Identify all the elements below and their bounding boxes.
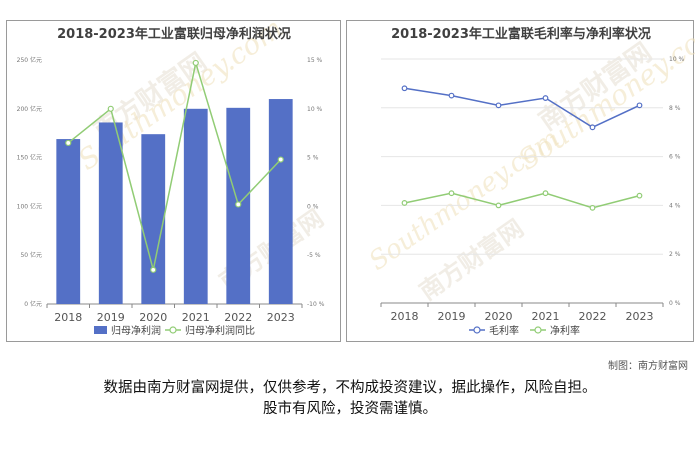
x-tick-label: 2019 bbox=[97, 311, 125, 324]
legend-swatch-marker-0 bbox=[473, 326, 481, 334]
legend-swatch-bar bbox=[94, 326, 107, 334]
series-0-point-2023 bbox=[636, 102, 643, 109]
yoy-point-2022 bbox=[235, 201, 242, 208]
y-right-tick-label: -10 % bbox=[307, 301, 325, 308]
legend-label-bar: 归母净利润 bbox=[111, 324, 161, 337]
series-1-point-2021 bbox=[542, 190, 549, 197]
x-tick-label: 2023 bbox=[267, 311, 295, 324]
y-right-tick-label: 8 % bbox=[669, 105, 681, 112]
left-chart-panel: 南方财富网 Southmoney.com 南方财富网 2018-2023年工业富… bbox=[6, 20, 341, 342]
y-right-tick-label: 15 % bbox=[307, 57, 323, 64]
chart-title: 2018-2023年工业富联归母净利润状况 bbox=[57, 26, 291, 42]
y-right-tick-label: 10 % bbox=[307, 106, 323, 113]
disclaimer-line-2: 股市有风险，投资需谨慎。 bbox=[263, 401, 437, 417]
yoy-point-2018 bbox=[65, 139, 72, 147]
watermark: 南方财富网 Southmoney.com 南方财富网 Southmoney.co… bbox=[364, 21, 695, 306]
chart-title: 2018-2023年工业富联毛利率与净利率状况 bbox=[391, 26, 651, 42]
x-tick-label: 2023 bbox=[626, 310, 654, 323]
yoy-point-2019 bbox=[107, 105, 114, 112]
y-left-tick-label: 200 亿元 bbox=[17, 105, 42, 113]
legend-label-line: 归母净利润同比 bbox=[185, 324, 255, 337]
y-right-tick-label: 0 % bbox=[307, 203, 319, 210]
bar-2021 bbox=[183, 108, 208, 304]
series-1-point-2018 bbox=[401, 200, 408, 206]
right-chart-svg: 南方财富网 Southmoney.com 南方财富网 Southmoney.co… bbox=[364, 21, 695, 337]
series-0-point-2021 bbox=[542, 95, 549, 101]
series-0-point-2018 bbox=[401, 85, 408, 92]
legend-swatch-marker-1 bbox=[534, 326, 542, 334]
series-line-1 bbox=[404, 192, 640, 209]
series-1-point-2023 bbox=[636, 192, 643, 199]
x-tick-label: 2021 bbox=[182, 311, 210, 324]
left-chart-svg: 南方财富网 Southmoney.com 南方财富网 2018-2023年工业富… bbox=[17, 21, 329, 337]
disclaimer: 数据由南方财富网提供，仅供参考，不构成投资建议，据此操作，风险自担。 股市有风险… bbox=[0, 378, 700, 420]
series-0-point-2019 bbox=[448, 92, 455, 99]
y-left-tick-label: 50 亿元 bbox=[20, 251, 42, 259]
bar-2020 bbox=[141, 134, 166, 304]
y-right-tick-label: 0 % bbox=[669, 300, 681, 307]
x-tick-label: 2022 bbox=[224, 311, 252, 324]
series-1-point-2019 bbox=[448, 190, 455, 197]
series-0-point-2022 bbox=[589, 124, 596, 131]
x-tick-label: 2021 bbox=[532, 310, 560, 323]
series-line-yoy bbox=[67, 62, 282, 271]
y-right-tick-label: -5 % bbox=[307, 252, 321, 259]
y-right-tick-label: 4 % bbox=[669, 202, 681, 209]
series-0-point-2020 bbox=[495, 102, 502, 109]
yoy-point-2021 bbox=[192, 59, 199, 67]
right-chart-panel: 南方财富网 Southmoney.com 南方财富网 Southmoney.co… bbox=[346, 20, 695, 342]
chart-credit: 制图：南方财富网 bbox=[608, 361, 688, 372]
series-1-point-2022 bbox=[589, 204, 596, 211]
yoy-point-2020 bbox=[150, 266, 157, 273]
x-tick-label: 2019 bbox=[438, 310, 466, 323]
x-tick-label: 2018 bbox=[391, 310, 419, 323]
y-right-tick-label: 10 % bbox=[669, 56, 685, 63]
series-line-0 bbox=[404, 87, 640, 129]
y-right-tick-label: 2 % bbox=[669, 251, 681, 258]
bar-2019 bbox=[98, 122, 123, 305]
legend-label-0: 毛利率 bbox=[489, 324, 519, 337]
yoy-point-2023 bbox=[277, 156, 284, 163]
y-left-tick-label: 250 亿元 bbox=[17, 56, 42, 64]
x-tick-label: 2020 bbox=[485, 310, 513, 323]
y-right-tick-label: 5 % bbox=[307, 155, 319, 162]
bar-2023 bbox=[268, 99, 293, 304]
legend-swatch-marker bbox=[169, 326, 177, 334]
x-tick-label: 2022 bbox=[579, 310, 607, 323]
x-tick-label: 2018 bbox=[54, 311, 82, 324]
y-left-tick-label: 0 亿元 bbox=[24, 300, 42, 308]
y-left-tick-label: 150 亿元 bbox=[17, 154, 42, 162]
disclaimer-line-1: 数据由南方财富网提供，仅供参考，不构成投资建议，据此操作，风险自担。 bbox=[103, 380, 597, 396]
legend-label-1: 净利率 bbox=[550, 324, 580, 337]
y-right-tick-label: 6 % bbox=[669, 154, 681, 161]
bar-2018 bbox=[56, 139, 81, 304]
y-left-tick-label: 100 亿元 bbox=[17, 202, 42, 210]
x-tick-label: 2020 bbox=[139, 311, 167, 324]
series-1-point-2020 bbox=[495, 202, 502, 209]
